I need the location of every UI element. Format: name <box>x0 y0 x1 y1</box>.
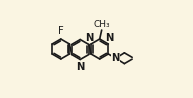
Text: N: N <box>85 33 94 43</box>
Text: N: N <box>76 62 84 72</box>
Text: F: F <box>58 26 64 36</box>
Text: N: N <box>106 33 114 43</box>
Text: CH₃: CH₃ <box>94 20 111 29</box>
Text: N: N <box>112 53 120 63</box>
